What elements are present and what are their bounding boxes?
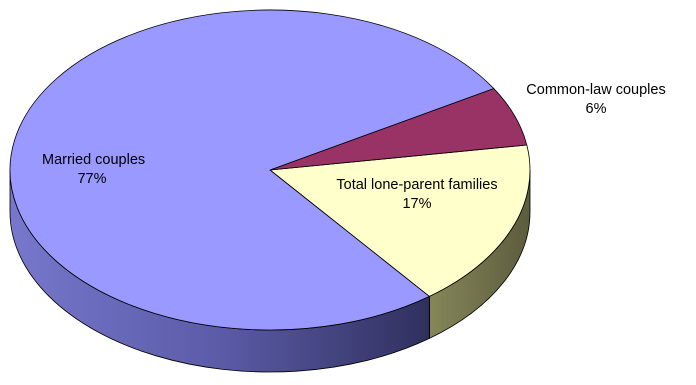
slice-label-lone-parent: Total lone-parent families 17% <box>336 177 497 212</box>
pie-top-faces <box>9 9 531 331</box>
slice-label-common-law: Common-law couples 6% <box>526 82 665 117</box>
slice-name-lone-parent: Total lone-parent families <box>336 177 497 193</box>
slice-name-married: Married couples <box>42 152 145 168</box>
pie-slice-lone-parent <box>269 144 531 297</box>
slice-value-married: 77% <box>77 171 106 187</box>
slice-name-common-law: Common-law couples <box>526 82 665 98</box>
slice-label-married: Married couples 77% <box>42 152 145 187</box>
slice-value-lone-parent: 17% <box>402 196 431 212</box>
pie-slice-married <box>9 9 495 331</box>
slice-value-common-law: 6% <box>586 101 607 117</box>
